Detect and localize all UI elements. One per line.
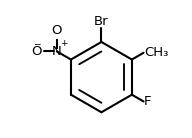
- Text: +: +: [60, 39, 67, 48]
- Text: N: N: [52, 45, 62, 58]
- Text: Br: Br: [94, 15, 109, 28]
- Text: O: O: [31, 45, 41, 58]
- Text: −: −: [33, 39, 41, 48]
- Text: O: O: [52, 24, 62, 37]
- Text: F: F: [144, 95, 152, 108]
- Text: CH₃: CH₃: [144, 46, 169, 59]
